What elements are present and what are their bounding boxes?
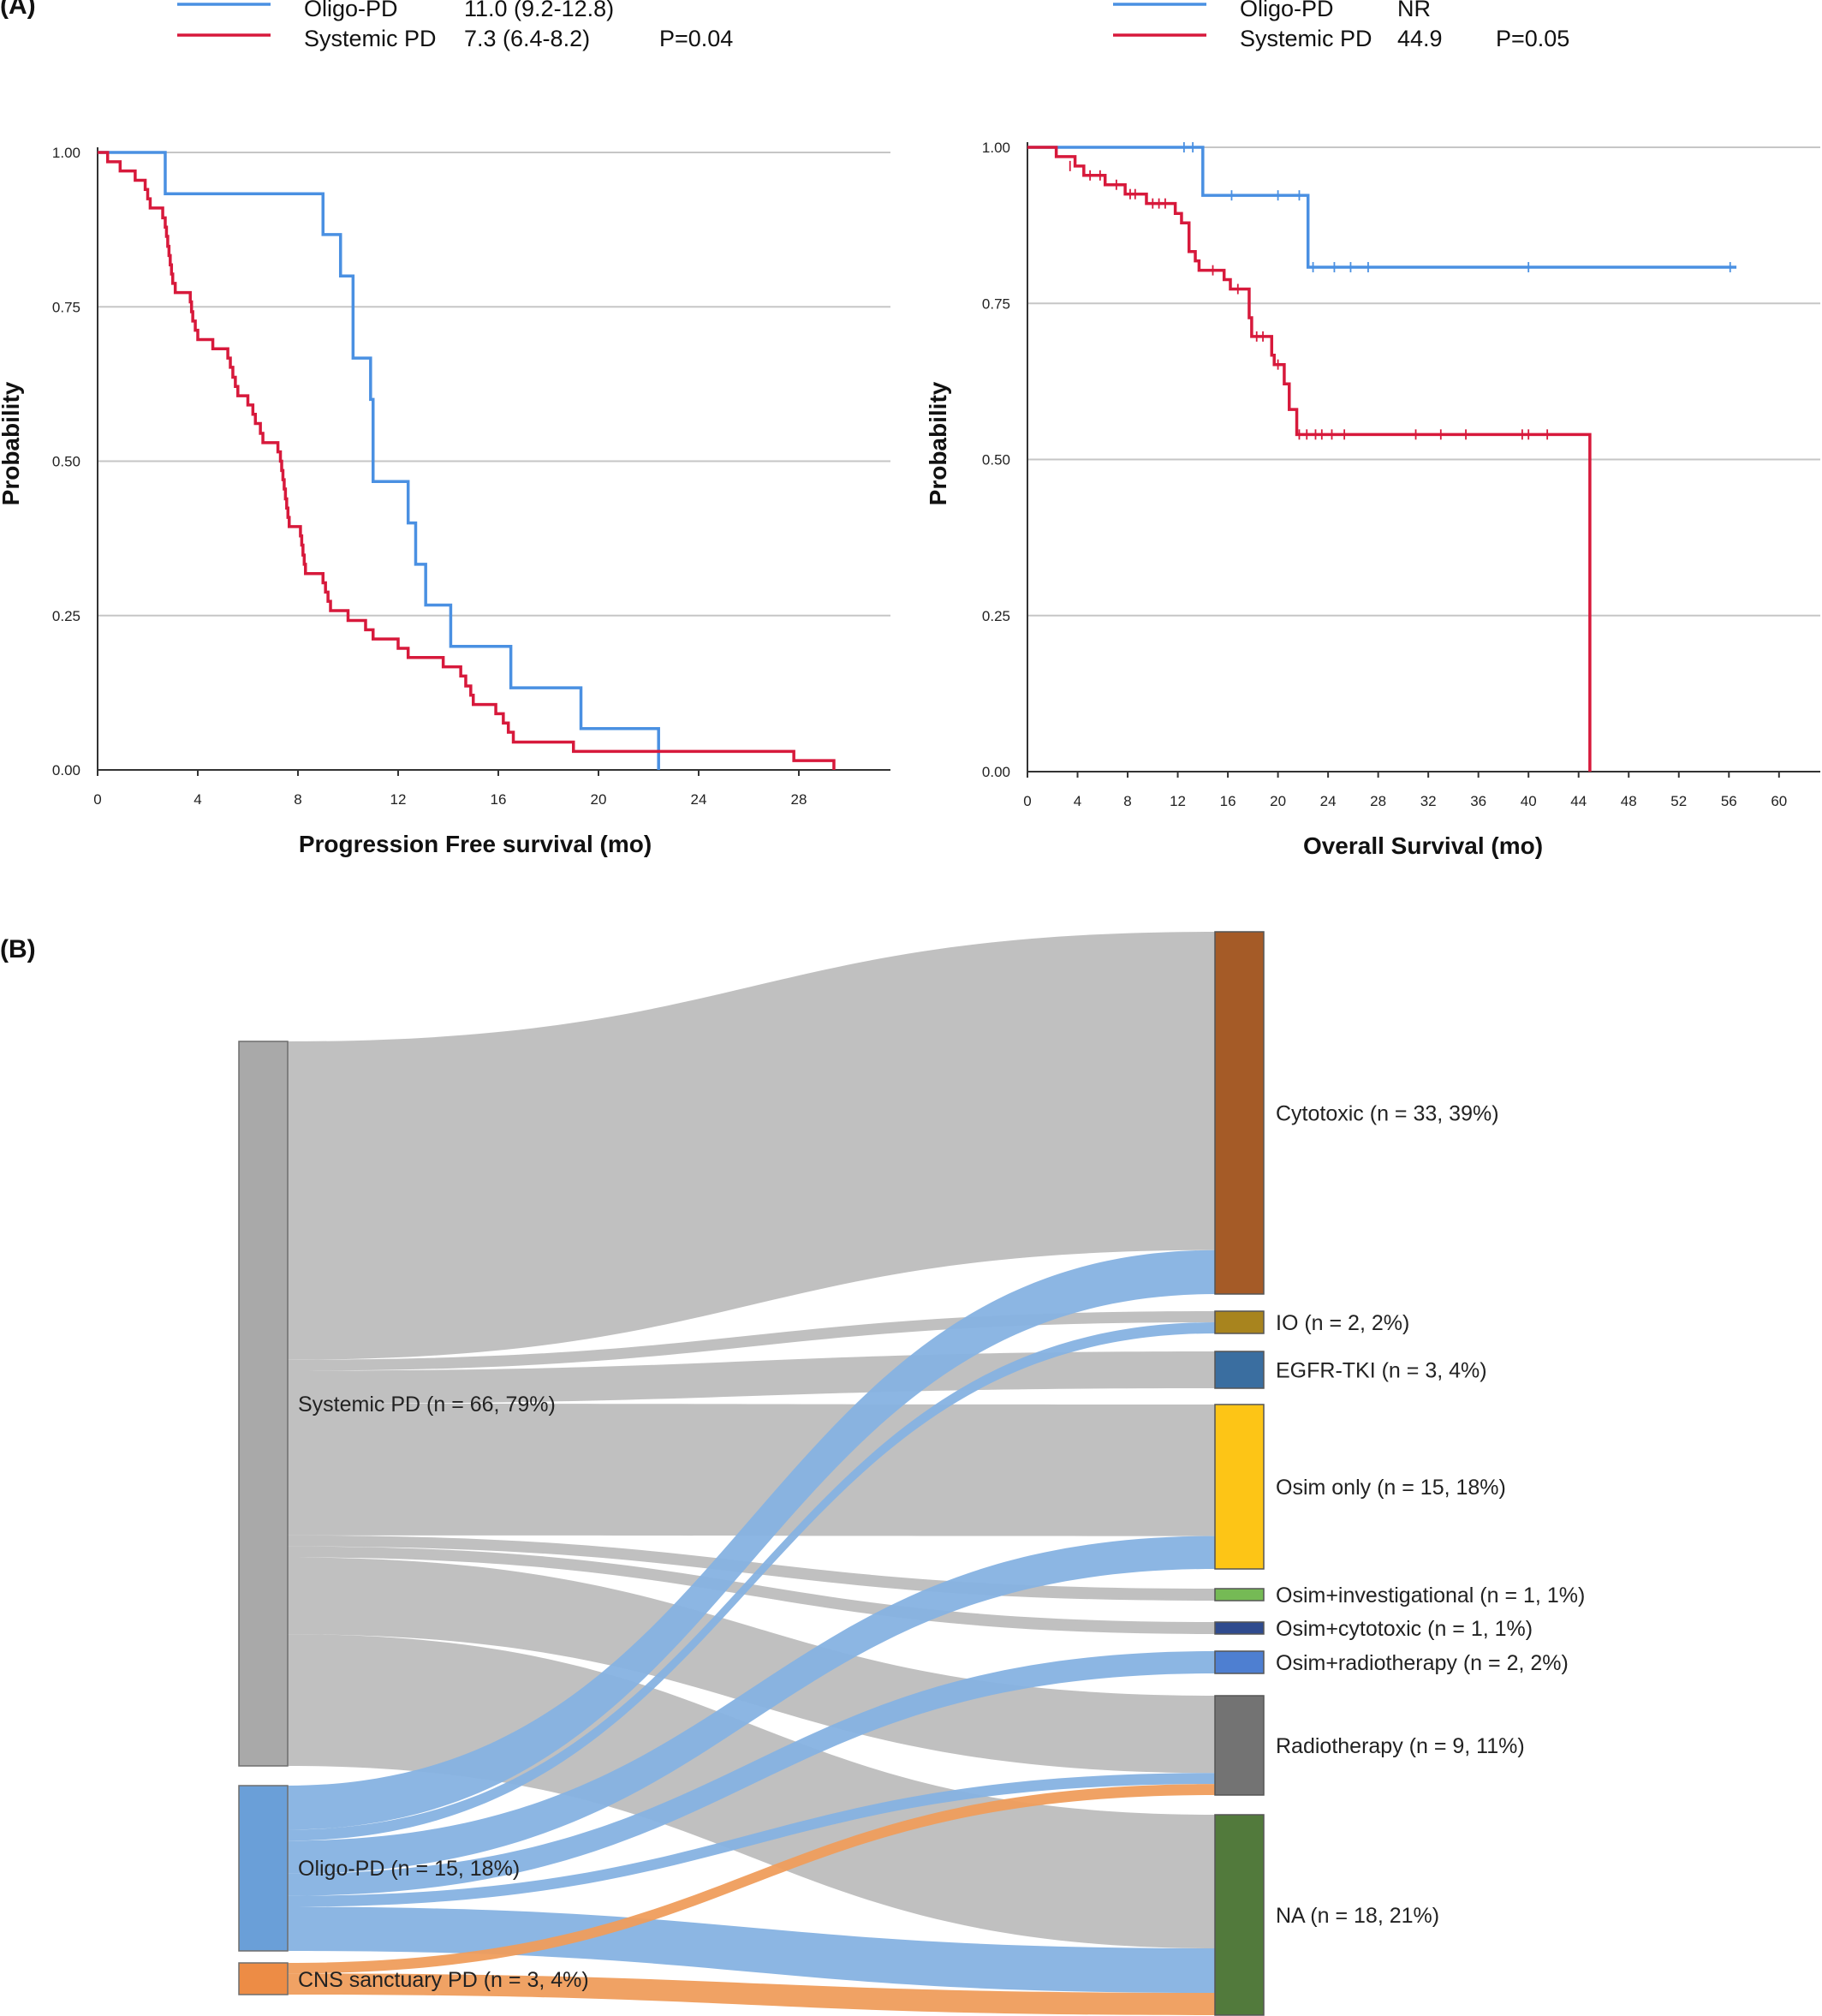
sankey-target-node-cyto	[1214, 931, 1265, 1295]
sankey-link-oligo-to-osrad	[288, 1651, 1215, 1896]
x-tick-label: 0	[1023, 793, 1031, 809]
x-tick-label: 36	[1470, 793, 1486, 809]
km-curve-oligo-pd	[98, 151, 660, 770]
sankey-link-systemic-to-cyto	[288, 932, 1215, 1360]
km-curve-systemic-pd	[1027, 146, 1592, 772]
x-tick-label: 4	[194, 791, 201, 808]
legend-value-systemic: 7.3 (6.4-8.2)	[464, 26, 590, 51]
legend-label-systemic: Systemic PD	[1240, 26, 1372, 51]
sankey-target-node-oscyt	[1214, 1621, 1265, 1635]
sankey-link-cns-to-na	[288, 1973, 1215, 2015]
sankey-link-systemic-to-egfr	[288, 1351, 1215, 1404]
sankey-target-node-osinv	[1214, 1588, 1265, 1601]
x-tick-label: 4	[1074, 793, 1081, 809]
x-tick-label: 12	[1170, 793, 1186, 809]
legend-pvalue: P=0.05	[1496, 26, 1569, 51]
sankey-target-label-osim: Osim only (n = 15, 18%)	[1276, 1476, 1506, 1500]
x-tick-label: 0	[93, 791, 101, 808]
x-tick-label: 32	[1420, 793, 1437, 809]
panel-label-a: (A)	[0, 0, 36, 20]
x-tick-label: 48	[1621, 793, 1637, 809]
legend-value-systemic: 44.9	[1397, 26, 1443, 51]
x-tick-label: 8	[1123, 793, 1131, 809]
sankey-target-label-io: IO (n = 2, 2%)	[1276, 1311, 1409, 1335]
sankey-source-node-oligo	[238, 1785, 289, 1952]
sankey-target-node-egfr	[1214, 1351, 1265, 1389]
treatment-sankey: Systemic PD (n = 66, 79%) Oligo-PD (n = 1…	[238, 931, 1585, 2016]
sankey-link-oligo-to-cyto	[288, 1250, 1215, 1830]
sankey-target-node-radio	[1214, 1695, 1265, 1796]
sankey-target-label-radio: Radiotherapy (n = 9, 11%)	[1276, 1734, 1525, 1758]
y-tick-label: 0.50	[52, 454, 80, 470]
sankey-target-node-io	[1214, 1310, 1265, 1334]
x-tick-label: 56	[1721, 793, 1737, 809]
sankey-link-oligo-to-radio	[288, 1773, 1215, 1907]
sankey-source-node-cns	[238, 1962, 289, 1995]
x-tick-label: 16	[491, 791, 507, 808]
sankey-target-label-na: NA (n = 18, 21%)	[1276, 1904, 1439, 1928]
sankey-link-cns-to-radio	[288, 1784, 1215, 1974]
sankey-source-label-oligo: Oligo-PD (n = 15, 18%)	[298, 1857, 520, 1881]
y-tick-label: 0.25	[982, 608, 1010, 624]
sankey-link-oligo-to-osim	[288, 1536, 1215, 1874]
km-legend-left: Oligo-PD 11.0 (9.2-12.8) Systemic PD 7.3…	[177, 0, 733, 51]
legend-pvalue: P=0.04	[659, 26, 733, 51]
sankey-source-label-cns: CNS sanctuary PD (n = 3, 4%)	[298, 1968, 589, 1992]
x-tick-label: 24	[1320, 793, 1337, 809]
legend-value-oligo: 11.0 (9.2-12.8)	[464, 0, 614, 21]
legend-label-systemic: Systemic PD	[304, 26, 437, 51]
x-tick-label: 28	[1370, 793, 1386, 809]
pfs-km-plot: 0.00 0.25 0.50 0.75 1.00 0 4 8 12 16 20 24 28	[52, 145, 890, 808]
sankey-target-label-osinv: Osim+investigational (n = 1, 1%)	[1276, 1584, 1585, 1607]
y-tick-label: 0.00	[982, 764, 1010, 780]
sankey-link-systemic-to-oscyt	[288, 1546, 1215, 1634]
sankey-target-node-na	[1214, 1814, 1265, 2016]
x-tick-label: 12	[390, 791, 407, 808]
x-tick-label: 44	[1570, 793, 1587, 809]
y-tick-label: 0.75	[982, 295, 1010, 312]
sankey-target-label-osrad: Osim+radiotherapy (n = 2, 2%)	[1276, 1651, 1569, 1675]
y-tick-label: 1.00	[52, 145, 80, 161]
x-tick-label: 40	[1521, 793, 1537, 809]
sankey-link-oligo-to-na	[288, 1906, 1215, 1993]
y-tick-label: 0.25	[52, 608, 80, 624]
km-curve-oligo-pd	[1027, 146, 1737, 269]
x-tick-label: 28	[791, 791, 807, 808]
os-x-axis-title: Overall Survival (mo)	[1303, 832, 1543, 859]
sankey-target-label-oscyt: Osim+cytotoxic (n = 1, 1%)	[1276, 1617, 1533, 1641]
sankey-source-node-systemic	[238, 1041, 289, 1767]
os-km-plot: 0.000.250.500.751.000 4 8 12 16 20 24 28 32 36 40 4…	[982, 140, 1820, 809]
sankey-target-node-osim	[1214, 1404, 1265, 1570]
y-tick-label: 1.00	[982, 140, 1010, 156]
x-tick-label: 8	[294, 791, 301, 808]
sankey-link-systemic-to-osim	[288, 1404, 1215, 1536]
y-tick-label: 0.00	[52, 762, 80, 778]
km-legend-right: Oligo-PD NR Systemic PD 44.9 P=0.05	[1113, 0, 1569, 51]
legend-value-oligo: NR	[1397, 0, 1431, 21]
sankey-target-node-osrad	[1214, 1650, 1265, 1674]
x-tick-label: 20	[591, 791, 607, 808]
x-tick-label: 20	[1270, 793, 1286, 809]
sankey-link-oligo-to-io	[288, 1322, 1215, 1841]
x-tick-label: 52	[1670, 793, 1687, 809]
sankey-target-label-egfr: EGFR-TKI (n = 3, 4%)	[1276, 1359, 1487, 1383]
legend-label-oligo: Oligo-PD	[1240, 0, 1334, 21]
sankey-link-systemic-to-na	[288, 1634, 1215, 1948]
sankey-target-label-cyto: Cytotoxic (n = 33, 39%)	[1276, 1102, 1499, 1126]
pfs-x-axis-title: Progression Free survival (mo)	[299, 831, 652, 857]
panel-label-b: (B)	[0, 935, 36, 963]
x-tick-label: 60	[1771, 793, 1787, 809]
pfs-y-axis-title: Probability	[0, 381, 24, 505]
x-tick-label: 16	[1220, 793, 1236, 809]
legend-label-oligo: Oligo-PD	[304, 0, 398, 21]
km-curve-systemic-pd	[98, 151, 836, 770]
y-tick-label: 0.50	[982, 452, 1010, 468]
x-tick-label: 24	[691, 791, 707, 808]
sankey-link-systemic-to-radio	[288, 1557, 1215, 1774]
sankey-source-label-systemic: Systemic PD (n = 66, 79%)	[298, 1393, 556, 1417]
y-tick-label: 0.75	[52, 299, 80, 315]
os-y-axis-title: Probability	[925, 381, 951, 505]
